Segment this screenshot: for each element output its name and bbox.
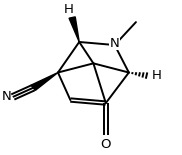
Text: N: N	[110, 37, 120, 50]
Text: H: H	[152, 69, 162, 82]
Text: O: O	[101, 138, 111, 151]
Polygon shape	[31, 73, 58, 90]
Text: N: N	[1, 91, 11, 103]
Text: H: H	[64, 3, 74, 16]
Polygon shape	[69, 17, 79, 42]
